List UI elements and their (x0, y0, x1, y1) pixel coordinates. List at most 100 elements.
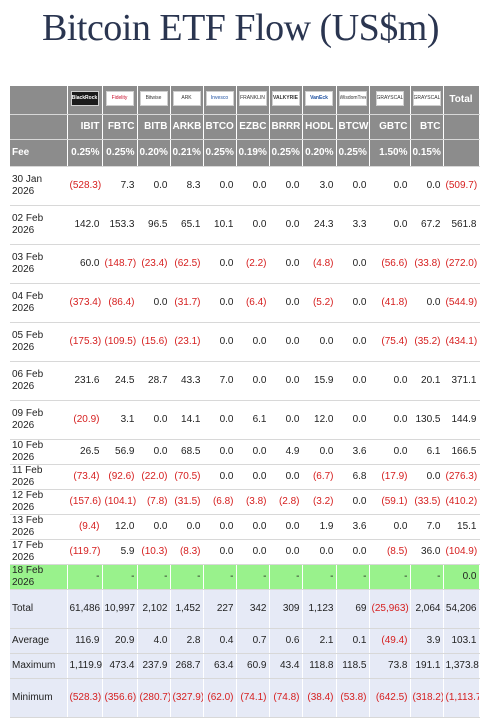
summary-value: 0.4 (203, 628, 237, 654)
table-row: 03 Feb 2026 60.0 (148.7) (23.4) (62.5) 0.0 (2.… (10, 244, 480, 284)
flow-value: 0.0 (369, 514, 411, 540)
flow-value: (528.3) (67, 166, 103, 206)
summary-row: Total 61,486 10,997 2,102 1,452 227 342 309 1,12… (10, 589, 480, 629)
ticker-header: IBIT (67, 114, 103, 140)
flow-value: 65.1 (170, 205, 204, 245)
flow-value: (5.2) (302, 283, 337, 323)
summary-label: Maximum (10, 653, 68, 679)
summary-value: 1,119.9 (67, 653, 103, 679)
summary-value: 60.9 (236, 653, 270, 679)
row-total: 15.1 (443, 514, 480, 540)
flow-value: 0.0 (410, 464, 444, 490)
icon-vaneck: VanEck (305, 90, 333, 106)
fee-value: 0.20% (302, 139, 337, 167)
icon-wisdomtree: WisdomTree (338, 90, 367, 106)
table-row: 18 Feb 2026- - - - - - - - - - -0.0 (10, 564, 480, 590)
summary-value: 342 (236, 589, 270, 629)
summary-value: 0.6 (269, 628, 303, 654)
flow-value: 0.0 (137, 166, 171, 206)
icon-grayscale: GRAYSCALE (375, 90, 404, 106)
flow-value: 6.8 (336, 464, 370, 490)
summary-value: 227 (203, 589, 237, 629)
flow-value: 60.0 (67, 244, 103, 284)
flow-value: 0.0 (269, 244, 303, 284)
issuer-logo-cell: Bitwise (137, 86, 171, 115)
header-blank-cell (10, 114, 68, 140)
ticker-header: BITB (137, 114, 171, 140)
issuer-logo-cell: Invesco (203, 86, 237, 115)
summary-value: (38.4) (302, 678, 337, 718)
summary-value: 69 (336, 589, 370, 629)
summary-value: 1,123 (302, 589, 337, 629)
flow-value: (3.8) (236, 489, 270, 515)
flow-value: (4.8) (302, 244, 337, 284)
flow-value: 96.5 (137, 205, 171, 245)
row-date: 05 Feb 2026 (10, 322, 68, 362)
flow-value: (92.6) (102, 464, 138, 490)
summary-value: 63.4 (203, 653, 237, 679)
issuer-logo-cell: Fidelity (102, 86, 138, 115)
row-date: 09 Feb 2026 (10, 400, 68, 440)
flow-value: 0.0 (336, 361, 370, 401)
icon-ark: ARK (172, 90, 201, 106)
fee-value: 0.25% (269, 139, 303, 167)
flow-value: 0.0 (137, 283, 171, 323)
flow-value: 142.0 (67, 205, 103, 245)
flow-value: 15.9 (302, 361, 337, 401)
summary-row: Maximum 1,119.9 473.4 237.9 268.7 63.4 60.9 43.… (10, 653, 480, 679)
flow-value: 28.7 (137, 361, 171, 401)
table-row: 06 Feb 2026 231.6 24.5 28.7 43.3 7.0 0.0 0.0 15.… (10, 361, 480, 401)
flow-value: (41.8) (369, 283, 411, 323)
flow-value: (35.2) (410, 322, 444, 362)
flow-value: 26.5 (67, 439, 103, 465)
flow-value: 153.3 (102, 205, 138, 245)
flow-value: - (137, 564, 171, 590)
row-total: (410.2) (443, 489, 480, 515)
icon-invesco: Invesco (205, 90, 234, 106)
summary-value: (62.0) (203, 678, 237, 718)
flow-value: 0.0 (236, 205, 270, 245)
table-row: 09 Feb 2026 (20.9) 3.1 0.0 14.1 0.0 6.1 0.0 12.0… (10, 400, 480, 440)
fee-value: 0.25% (102, 139, 138, 167)
flow-value: 43.3 (170, 361, 204, 401)
summary-value: 0.1 (336, 628, 370, 654)
summary-value: (74.1) (236, 678, 270, 718)
summary-value: (49.4) (369, 628, 411, 654)
flow-value: (3.2) (302, 489, 337, 515)
flow-value: (33.5) (410, 489, 444, 515)
flow-value: (75.4) (369, 322, 411, 362)
row-total: (276.3) (443, 464, 480, 490)
flow-value: 8.3 (170, 166, 204, 206)
flow-value: (20.9) (67, 400, 103, 440)
row-total: 0.0 (443, 564, 480, 590)
flow-value: (33.8) (410, 244, 444, 284)
flow-value: 0.0 (203, 283, 237, 323)
ticker-header: BTCO (203, 114, 237, 140)
flow-value: (56.6) (369, 244, 411, 284)
fee-value: 0.20% (137, 139, 171, 167)
row-date: 30 Jan 2026 (10, 166, 68, 206)
summary-value: (74.8) (269, 678, 303, 718)
summary-value: (280.7) (137, 678, 171, 718)
flow-value: 130.5 (410, 400, 444, 440)
summary-value: 1,452 (170, 589, 204, 629)
flow-value: 0.0 (302, 322, 337, 362)
flow-value: 24.3 (302, 205, 337, 245)
flow-value: (157.6) (67, 489, 103, 515)
flow-value: 10.1 (203, 205, 237, 245)
flow-value: (70.5) (170, 464, 204, 490)
flow-value: 0.0 (203, 539, 237, 565)
flow-value: - (336, 564, 370, 590)
fee-value: 0.25% (203, 139, 237, 167)
flow-value: (22.0) (137, 464, 171, 490)
flow-value: - (203, 564, 237, 590)
summary-value: 2.1 (302, 628, 337, 654)
fee-value: 0.19% (236, 139, 270, 167)
flow-value: 0.0 (336, 539, 370, 565)
flow-value: (109.5) (102, 322, 138, 362)
ticker-header: ARKB (170, 114, 204, 140)
row-total: (509.7) (443, 166, 480, 206)
flow-value: (59.1) (369, 489, 411, 515)
flow-value: (73.4) (67, 464, 103, 490)
flow-value: 56.9 (102, 439, 138, 465)
